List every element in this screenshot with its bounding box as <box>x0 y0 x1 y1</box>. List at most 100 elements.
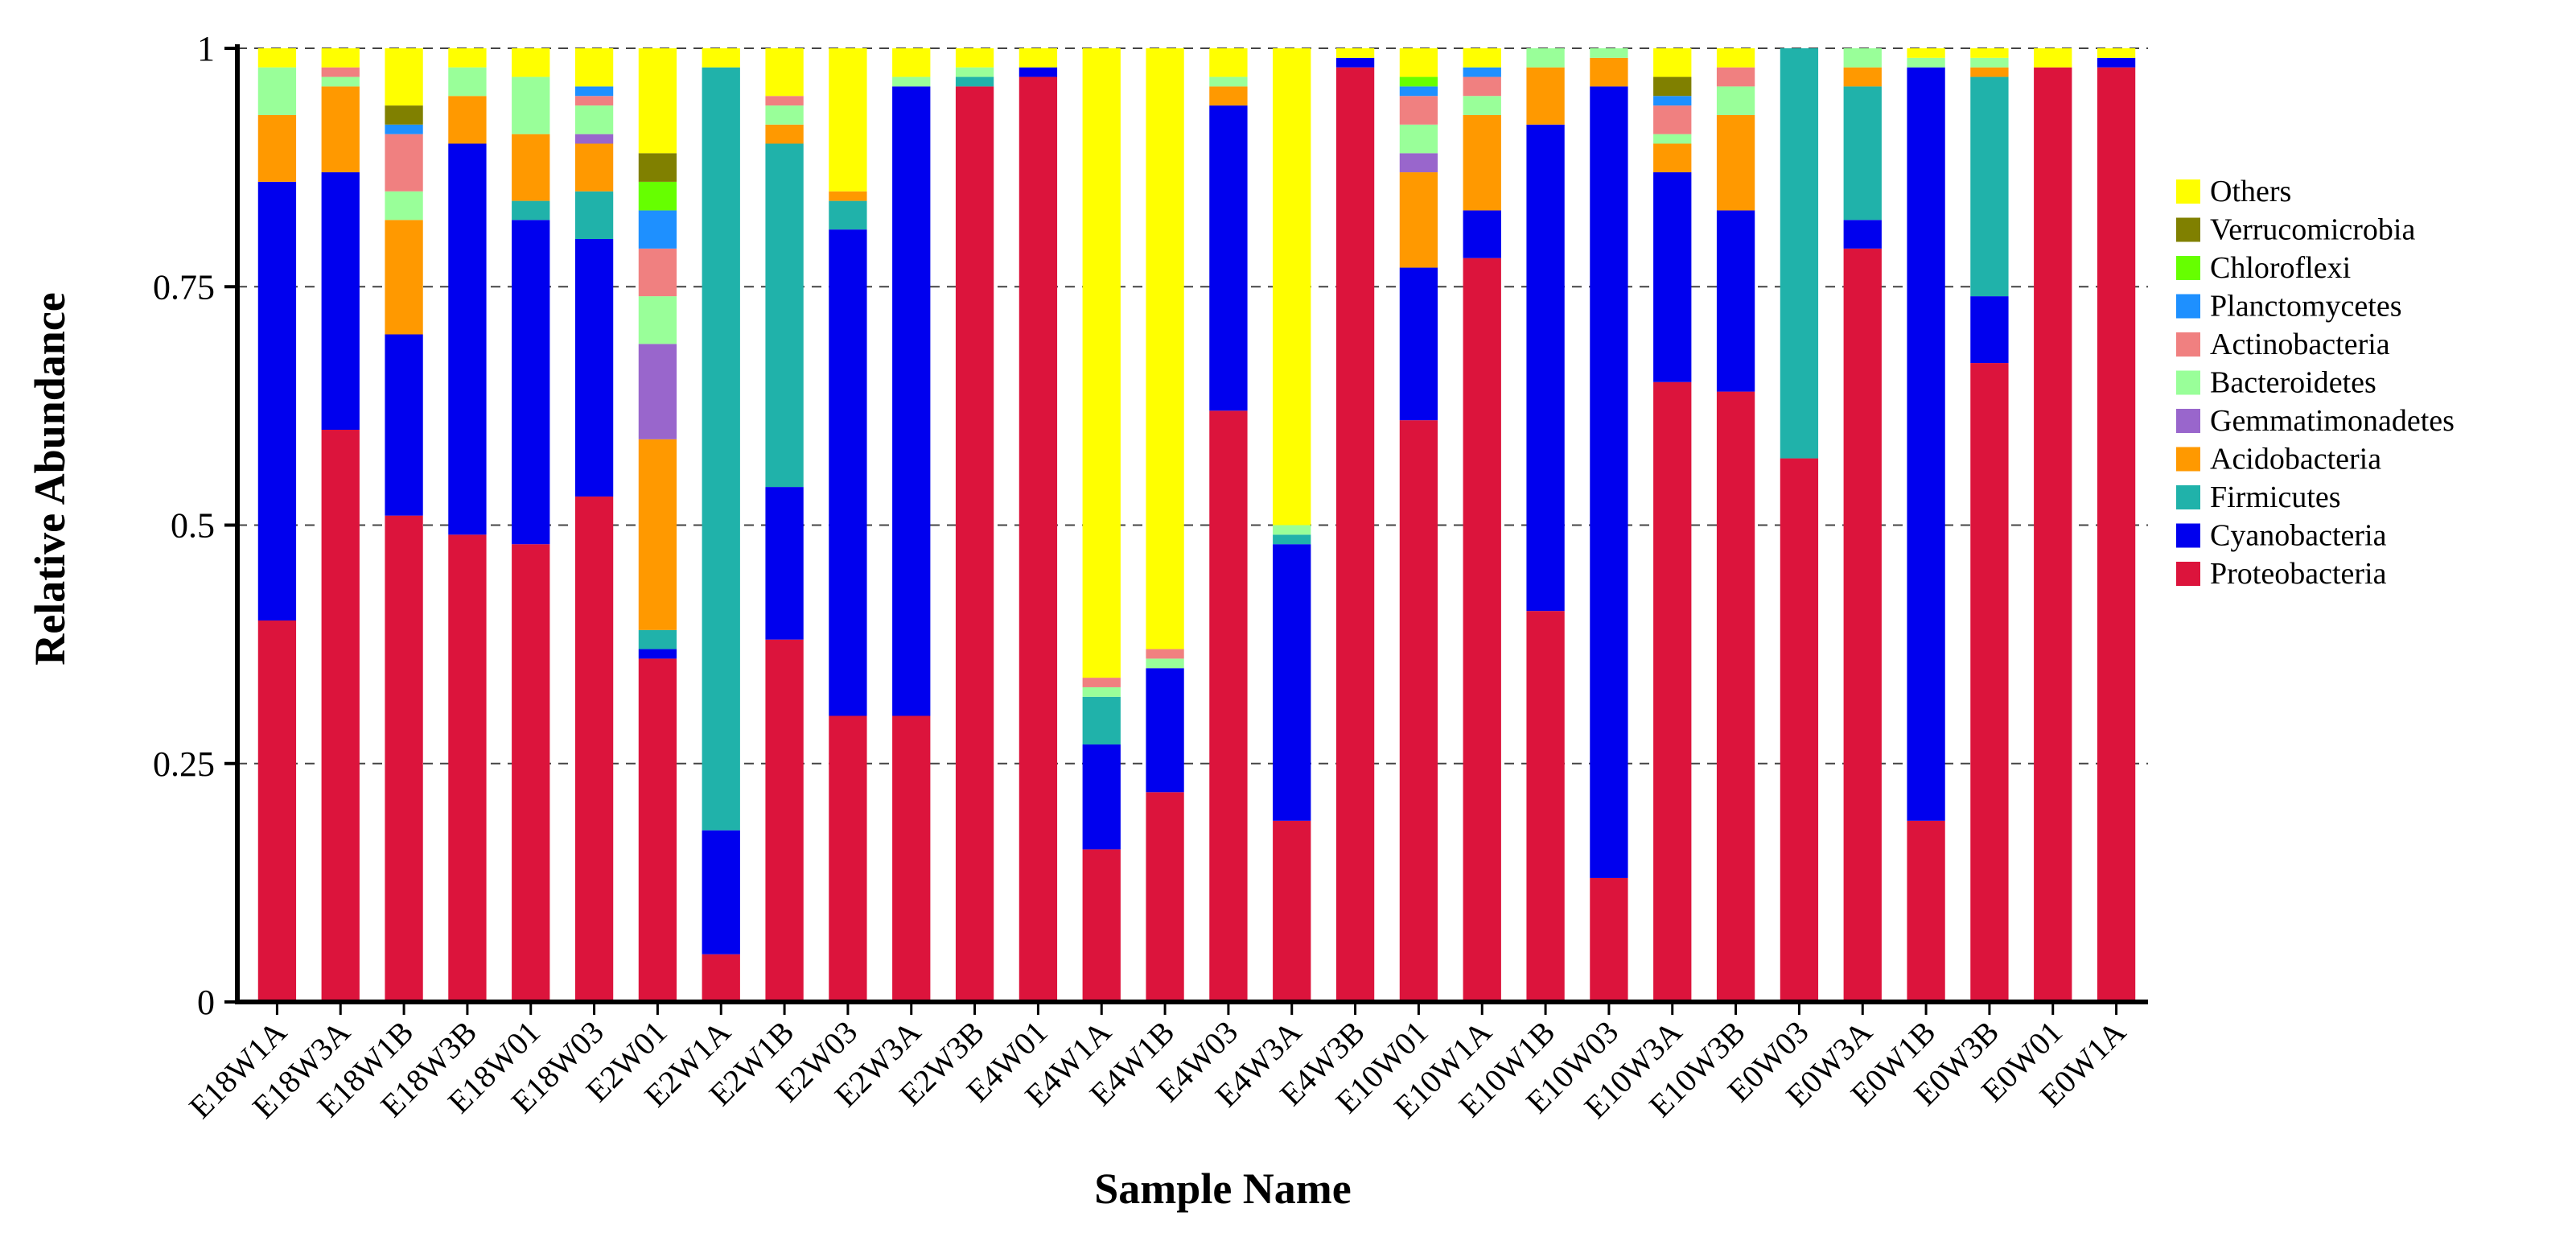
bar-E2W1A-cyanobacteria <box>702 830 740 954</box>
bar-E0W3A-bacteroidetes <box>1843 48 1882 68</box>
bar-E10W01-gemmatimonadetes <box>1399 153 1438 173</box>
legend: Others Verrucomicrobia Chloroflexi Planctom… <box>2176 175 2455 591</box>
legend-swatch-acidobacteria <box>2176 447 2200 472</box>
bar-E18W1B-others <box>385 48 423 106</box>
bar-E18W01-cyanobacteria <box>512 220 550 545</box>
gridlines <box>237 47 2148 765</box>
bar-E0W03-firmicutes <box>1780 48 1819 459</box>
bar-E10W3B-others <box>1716 48 1755 68</box>
bar-E18W03-proteobacteria <box>574 496 614 1002</box>
bar-E10W3A-cyanobacteria <box>1653 172 1692 382</box>
bar-E18W01-bacteroidetes <box>512 76 550 134</box>
bar-E0W1A-proteobacteria <box>2097 67 2136 1003</box>
bar-E18W1A-proteobacteria <box>257 620 297 1002</box>
y-tick-label-0: 0 <box>197 983 215 1022</box>
bar-E2W1A-firmicutes <box>702 67 740 831</box>
bar-E2W1B-acidobacteria <box>765 124 804 144</box>
bar-E4W03-proteobacteria <box>1209 410 1248 1002</box>
bar-E2W03-proteobacteria <box>829 715 867 1002</box>
bar-E10W03-proteobacteria <box>1590 877 1628 1002</box>
bar-E2W03-firmicutes <box>829 200 867 230</box>
bar-E0W3B-cyanobacteria <box>1970 296 2009 364</box>
bar-E18W03-cyanobacteria <box>574 239 614 497</box>
bar-E2W03-others <box>829 48 867 192</box>
bar-E2W01-planctomycetes <box>638 210 677 249</box>
bar-E10W01-acidobacteria <box>1399 172 1438 268</box>
y-tick-label-2: 0.5 <box>171 506 215 546</box>
bar-E4W3B-proteobacteria <box>1335 67 1375 1003</box>
bar-E0W3A-cyanobacteria <box>1843 220 1882 249</box>
bar-E2W1B-actinobacteria <box>765 96 804 106</box>
bar-E2W01-acidobacteria <box>638 439 677 630</box>
bar-E18W3B-acidobacteria <box>448 96 487 144</box>
x-tick-labels: E18W1AE18W3AE18W1BE18W3BE18W01E18W03E2W0… <box>182 1013 2133 1125</box>
legend-swatch-chloroflexi <box>2176 256 2200 280</box>
bar-E0W1B-proteobacteria <box>1907 820 1945 1002</box>
bar-E0W3B-acidobacteria <box>1970 67 2009 77</box>
bar-E18W1A-acidobacteria <box>257 114 297 182</box>
y-tick-labels: 0 0.25 0.5 0.75 1 <box>153 29 215 1022</box>
bar-E4W3A-proteobacteria <box>1273 820 1311 1002</box>
bar-E18W3B-others <box>448 48 487 68</box>
bar-E2W1B-others <box>765 48 804 97</box>
bar-E10W3A-actinobacteria <box>1653 105 1692 134</box>
bar-E10W01-others <box>1399 48 1438 77</box>
bar-E0W3A-acidobacteria <box>1843 67 1882 87</box>
bar-E10W1B-proteobacteria <box>1526 611 1565 1002</box>
bar-E0W03-proteobacteria <box>1780 458 1819 1002</box>
bar-E18W3A-others <box>321 48 360 68</box>
bar-E4W3A-firmicutes <box>1273 534 1311 545</box>
bar-E0W1B-bacteroidetes <box>1907 57 1945 68</box>
bar-E2W3B-proteobacteria <box>955 86 994 1002</box>
legend-label-cyanobacteria: Cyanobacteria <box>2210 519 2387 553</box>
bar-E0W01-others <box>2034 48 2072 68</box>
bar-E4W03-bacteroidetes <box>1209 76 1248 87</box>
bar-E2W1B-firmicutes <box>765 143 804 488</box>
bar-E18W3B-bacteroidetes <box>448 67 487 97</box>
legend-swatch-bacteroidetes <box>2176 370 2200 395</box>
bar-E10W1B-acidobacteria <box>1526 67 1565 125</box>
bar-E18W01-others <box>512 48 550 77</box>
y-tick-label-1: 0.25 <box>153 744 215 784</box>
bar-E4W1B-cyanobacteria <box>1146 668 1184 793</box>
bar-E18W3B-cyanobacteria <box>448 143 487 535</box>
bar-E2W3B-firmicutes <box>955 76 994 87</box>
bar-E4W3A-cyanobacteria <box>1273 544 1311 821</box>
bar-E2W3A-others <box>892 48 931 77</box>
bar-E10W03-acidobacteria <box>1590 57 1628 87</box>
bar-E18W1A-bacteroidetes <box>257 67 297 115</box>
legend-label-verrucomicrobia: Verrucomicrobia <box>2210 213 2415 247</box>
bar-E18W03-acidobacteria <box>574 143 614 192</box>
bar-E2W01-gemmatimonadetes <box>638 344 677 439</box>
bar-E10W3B-acidobacteria <box>1716 114 1755 211</box>
y-axis-title: Relative Abundance <box>26 292 74 666</box>
bar-E18W03-actinobacteria <box>574 96 614 106</box>
bar-E0W1A-others <box>2097 48 2136 58</box>
bar-E4W03-acidobacteria <box>1209 86 1248 106</box>
bar-E4W1A-bacteroidetes <box>1082 686 1121 697</box>
bar-E10W01-bacteroidetes <box>1399 124 1438 154</box>
bar-E2W1B-bacteroidetes <box>765 105 804 125</box>
bar-E10W3A-planctomycetes <box>1653 96 1692 106</box>
bar-E18W01-acidobacteria <box>512 134 550 201</box>
bar-E18W03-others <box>574 48 614 87</box>
bar-E10W1A-actinobacteria <box>1463 76 1501 97</box>
bar-E4W1A-others <box>1082 48 1121 678</box>
bar-E10W3A-others <box>1653 48 1692 77</box>
bar-E10W01-chloroflexi <box>1399 76 1438 87</box>
bar-E2W01-bacteroidetes <box>638 296 677 344</box>
bar-E4W01-proteobacteria <box>1018 76 1058 1002</box>
bar-E0W3B-proteobacteria <box>1970 363 2009 1002</box>
bar-E18W3A-acidobacteria <box>321 86 360 173</box>
bar-E10W01-actinobacteria <box>1399 96 1438 125</box>
bar-E18W1B-cyanobacteria <box>385 334 423 516</box>
bar-E10W1B-bacteroidetes <box>1526 48 1565 68</box>
bar-E18W3A-actinobacteria <box>321 67 360 77</box>
bar-E4W1B-proteobacteria <box>1146 792 1184 1002</box>
legend-swatch-planctomycetes <box>2176 294 2200 319</box>
legend-label-proteobacteria: Proteobacteria <box>2210 557 2387 591</box>
bar-E2W1A-proteobacteria <box>702 954 740 1002</box>
bar-E2W3A-bacteroidetes <box>892 76 931 87</box>
legend-label-bacteroidetes: Bacteroidetes <box>2210 366 2376 400</box>
